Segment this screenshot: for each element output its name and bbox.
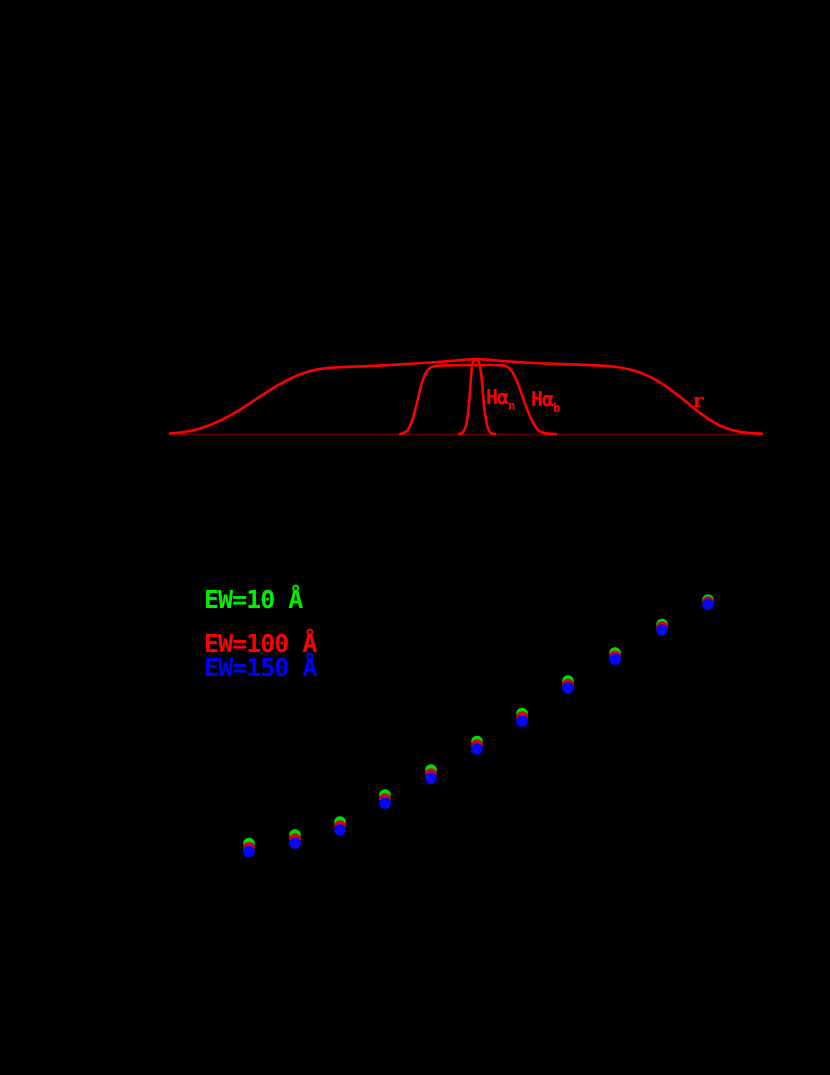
scatter-marker-blue bbox=[289, 837, 301, 849]
filter-label-halpha-b: Hαb bbox=[531, 387, 560, 415]
scatter-marker-blue bbox=[379, 797, 391, 809]
legend-item-ew150: EW=150 Å bbox=[204, 653, 317, 682]
legend-item-ew10: EW=10 Å bbox=[204, 585, 303, 614]
filter-label-r-band: r bbox=[693, 388, 704, 412]
scatter-marker-blue bbox=[471, 743, 483, 755]
scatter-marker-blue bbox=[243, 845, 255, 858]
scatter-marker-blue bbox=[656, 624, 668, 636]
r-band-curve bbox=[168, 357, 764, 436]
halpha-n-curve bbox=[457, 358, 497, 436]
scatter-marker-blue bbox=[562, 682, 574, 694]
legend-item-ew100: EW=100 Å bbox=[204, 629, 317, 658]
filter-label-halpha-b-text: Hα bbox=[531, 387, 554, 411]
filter-label-halpha-n-text: Hα bbox=[486, 385, 509, 409]
scatter-marker-blue bbox=[425, 772, 437, 784]
scatter-marker-blue bbox=[334, 824, 346, 836]
filter-label-halpha-b-subscript: b bbox=[553, 401, 561, 415]
scatter-marker-blue bbox=[516, 715, 528, 727]
filter-label-halpha-n-subscript: n bbox=[508, 399, 516, 413]
scatter-marker-blue bbox=[702, 598, 714, 610]
filter-label-halpha-n: Hαn bbox=[486, 385, 515, 413]
scatter-marker-blue bbox=[609, 653, 621, 665]
